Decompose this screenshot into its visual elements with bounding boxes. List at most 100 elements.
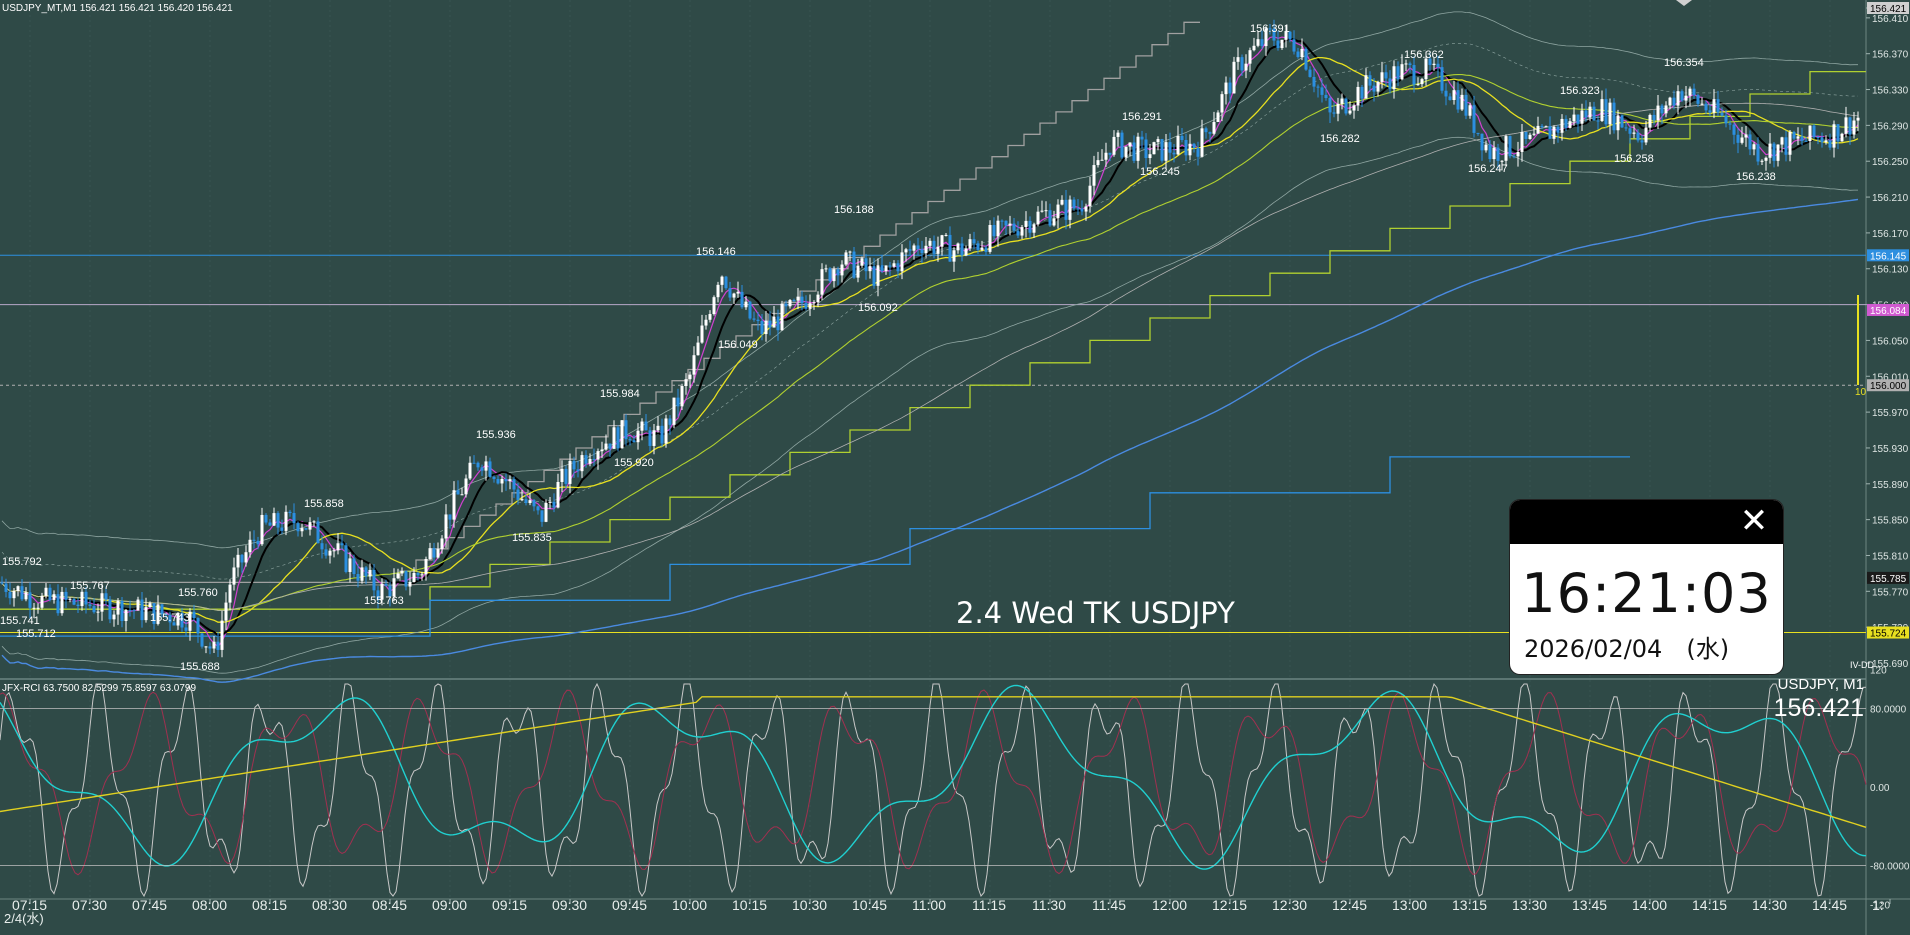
candle-body [324, 549, 328, 556]
candle-body [1128, 142, 1132, 147]
price-point-label: 155.743 [150, 612, 190, 624]
price-point-label: 156.354 [1664, 57, 1704, 69]
price-point-label: 156.092 [858, 302, 898, 314]
candle-body [1632, 132, 1636, 134]
candle-body [1492, 147, 1496, 160]
candle-body [276, 513, 280, 528]
candle-body [392, 578, 396, 597]
close-icon[interactable]: ✕ [1739, 501, 1769, 541]
candle-body [1336, 103, 1340, 114]
clock-title-bar[interactable]: ✕ [1510, 500, 1783, 544]
candle-body [1572, 114, 1576, 122]
price-tick-label: 156.010 [1872, 372, 1909, 383]
price-point-label: 155.792 [2, 556, 42, 568]
time-tick-label: 07:30 [72, 897, 107, 913]
moving-average-line [1, 74, 1858, 612]
price-tag-label: 155.785 [1870, 574, 1907, 585]
candle-body [492, 476, 496, 480]
candle-body [496, 479, 500, 484]
candle-body [844, 252, 848, 265]
rci-axis: 120 80.0000 0.00 -80.0000 -120 [0, 665, 1910, 912]
candle-body [540, 510, 544, 522]
time-tick-label: 10:30 [792, 897, 827, 913]
candle-body [648, 430, 652, 446]
candle-body [1528, 134, 1532, 139]
candle-body [912, 245, 916, 251]
time-tick-label: 12:00 [1152, 897, 1187, 913]
price-point-label: 156.258 [1614, 153, 1654, 165]
candle-body [680, 385, 684, 407]
candle-body [1372, 85, 1376, 92]
candle-body [48, 587, 52, 600]
candle-body [1424, 58, 1428, 80]
candle-body [1404, 63, 1408, 65]
time-tick-label: 09:45 [612, 897, 647, 913]
candle-body [1072, 199, 1076, 209]
candle-body [432, 548, 436, 558]
candle-body [1160, 139, 1164, 161]
candle-body [992, 225, 996, 237]
price-point-label: 156.245 [1140, 166, 1180, 178]
time-tick-label: 11:45 [1092, 897, 1126, 913]
candle-body [528, 500, 532, 504]
candle-body [584, 455, 588, 464]
candle-body [588, 458, 592, 464]
candle-body [372, 569, 376, 591]
candle-body [1780, 137, 1784, 145]
candle-body [600, 449, 604, 452]
candle-body [424, 558, 428, 575]
rci-tick-label: 80.0000 [1870, 705, 1907, 716]
price-tick-label: 155.890 [1872, 480, 1909, 491]
candle-body [1616, 115, 1620, 131]
price-point-label: 156.238 [1736, 171, 1776, 183]
candle-body [1080, 208, 1084, 212]
candle-body [1264, 28, 1268, 47]
candle-body [272, 513, 276, 526]
candle-body [1596, 120, 1600, 122]
candle-body [1716, 99, 1720, 113]
price-tag [1867, 2, 1909, 14]
candle-body [556, 481, 560, 508]
candle-body [192, 611, 196, 619]
candle-body [692, 355, 696, 375]
candle-body [1320, 87, 1324, 95]
candle-body [1772, 143, 1776, 161]
candle-body [376, 590, 380, 600]
candle-body [828, 268, 832, 282]
candle-body [1032, 224, 1036, 233]
candle-body [1056, 204, 1060, 219]
candle-body [1664, 105, 1668, 114]
subpane-current-price: 156.421 [1773, 694, 1864, 722]
candle-body [1676, 91, 1680, 106]
candle-body [1696, 95, 1700, 104]
clock-widget[interactable]: ✕ 16:21:03 2026/02/04 (水) [1510, 500, 1783, 674]
candle-body [1752, 144, 1756, 150]
candle-body [612, 427, 616, 449]
candle-body [236, 554, 240, 568]
candle-body [1096, 160, 1100, 166]
candle-body [868, 266, 872, 272]
candle-body [1472, 105, 1476, 133]
rci-pane[interactable] [0, 680, 1866, 898]
candle-body [604, 443, 608, 450]
candle-body [824, 268, 828, 270]
candle-body [1136, 136, 1140, 161]
candle-body [224, 602, 228, 621]
candle-body [36, 607, 40, 609]
price-tick-label: 155.690 [1872, 659, 1909, 670]
candle-body [64, 591, 68, 600]
candle-body [728, 288, 732, 298]
candle-body [948, 234, 952, 262]
candle-body [936, 246, 940, 254]
candle-body [768, 320, 772, 328]
candle-body [1308, 69, 1312, 77]
candle-body [12, 591, 16, 599]
candle-body [384, 583, 388, 586]
shift-marker-icon[interactable] [1676, 0, 1692, 6]
candle-body [104, 593, 108, 600]
candle-body [1580, 110, 1584, 124]
candle-body [456, 490, 460, 495]
candle-body [752, 318, 756, 320]
candle-body [152, 603, 156, 624]
